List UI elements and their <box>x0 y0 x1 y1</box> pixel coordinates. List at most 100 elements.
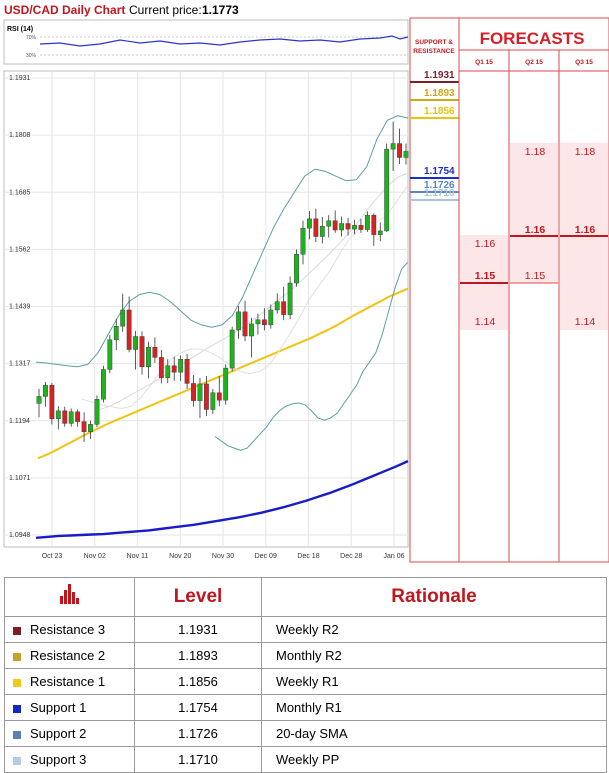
candle-body <box>133 336 138 350</box>
candle-body <box>371 214 377 235</box>
candle-body <box>100 369 106 400</box>
q1-high: 1.16 <box>475 238 496 250</box>
candle <box>377 222 383 242</box>
candle-body <box>364 214 370 230</box>
sr-level: 1.1931 <box>410 70 459 83</box>
q1-low: 1.14 <box>475 316 496 328</box>
indicator-lines <box>35 115 409 539</box>
candle-body <box>345 223 351 230</box>
level-rationale: Weekly R1 <box>261 668 607 695</box>
level-color-swatch <box>13 678 21 687</box>
y-axis-labels: 1.1931 1.1808 1.1685 1.1562 1.1439 1.1317 1.11… <box>9 75 31 539</box>
sr-level-value: 1.1931 <box>424 70 455 81</box>
candle <box>152 337 158 363</box>
candle-body <box>68 411 74 424</box>
candle-body <box>352 225 357 230</box>
candle-body <box>36 396 42 404</box>
bar-chart-icon <box>58 584 82 604</box>
level-name-cell: Resistance 2 <box>4 642 135 669</box>
level-name: Resistance 3 <box>30 622 106 637</box>
candle <box>178 355 184 382</box>
candle-body <box>216 392 222 401</box>
candle-body <box>307 218 312 229</box>
rsi-30-label: 30% <box>26 53 37 59</box>
table-row: Support 2 1.1726 20-day SMA <box>4 720 607 747</box>
candle-body <box>126 309 132 350</box>
candle <box>294 249 299 287</box>
price-panel <box>3 70 409 548</box>
candle <box>255 313 261 335</box>
q3-mid: 1.16 <box>575 224 596 236</box>
sr-level-value: 1.1754 <box>424 166 455 177</box>
series-sma200 <box>35 460 409 539</box>
candle <box>281 286 287 321</box>
y-tick-label: 1.1194 <box>9 418 30 425</box>
candle-body <box>94 399 100 425</box>
candle <box>81 412 87 443</box>
level-color-swatch <box>13 730 21 739</box>
candle <box>397 128 402 165</box>
y-tick-label: 1.1931 <box>9 75 31 82</box>
candle <box>204 376 209 416</box>
candle <box>287 276 293 320</box>
sr-level: 1.1893 <box>410 88 459 101</box>
candle <box>100 365 106 403</box>
candle-body <box>75 411 81 422</box>
table-row: Support 1 1.1754 Monthly R1 <box>4 694 607 721</box>
level-color-swatch <box>13 652 21 661</box>
q2-forecast-range <box>510 143 558 283</box>
candle <box>49 382 55 425</box>
candle-body <box>197 383 203 401</box>
candle-body <box>326 220 332 227</box>
candle-body <box>403 151 409 158</box>
candle <box>371 213 377 246</box>
candle <box>390 121 396 171</box>
q3-high: 1.18 <box>575 146 596 158</box>
table-row: Resistance 3 1.1931 Weekly R2 <box>4 616 607 643</box>
candle <box>352 219 357 235</box>
candle <box>313 208 319 243</box>
level-name-cell: Support 3 <box>4 746 135 773</box>
sr-header-1: SUPPORT & <box>415 39 453 46</box>
header-rationale: Rationale <box>261 577 607 617</box>
rsi-panel <box>3 19 409 65</box>
candle-body <box>397 143 402 158</box>
level-value: 1.1710 <box>134 746 262 773</box>
candle <box>274 293 280 314</box>
levels-table-body: Resistance 3 1.1931 Weekly R2 Resistance 2 1… <box>4 616 607 773</box>
forecast-title: FORECASTS <box>480 29 585 48</box>
candle <box>184 353 190 390</box>
candle-body <box>332 220 338 231</box>
candle <box>249 317 254 358</box>
header-icon-cell <box>4 577 135 617</box>
candle <box>403 143 409 165</box>
header-level: Level <box>134 577 262 617</box>
x-axis-labels: Oct 23 Nov 02 Nov 11 Nov 20 Nov 30 Dec 09 Dec … <box>42 553 405 560</box>
candle-body <box>152 346 158 358</box>
x-tick-label: Jan 06 <box>383 553 404 560</box>
y-tick-label: 1.1562 <box>9 246 31 253</box>
level-color-swatch <box>13 704 21 713</box>
price-label: Current price: <box>129 3 202 17</box>
candle-body <box>236 311 241 331</box>
candle-body <box>62 410 68 424</box>
level-value: 1.1893 <box>134 642 262 669</box>
candle-body <box>81 421 87 432</box>
candle <box>133 330 138 370</box>
x-tick-label: Nov 20 <box>169 553 191 560</box>
rsi-line <box>39 35 409 47</box>
candle <box>364 211 370 232</box>
candle <box>236 306 241 339</box>
y-tick-label: 1.1685 <box>9 189 31 196</box>
candle <box>171 356 177 381</box>
sr-level-value: 1.1710 <box>424 188 455 199</box>
candle <box>261 308 267 331</box>
candle-body <box>55 410 61 419</box>
candle-body <box>274 301 280 311</box>
level-rationale: 20-day SMA <box>261 720 607 747</box>
candle-body <box>268 309 274 326</box>
table-row: Resistance 2 1.1893 Monthly R2 <box>4 642 607 669</box>
level-value: 1.1931 <box>134 616 262 643</box>
candle-body <box>358 225 364 230</box>
candle <box>242 300 248 342</box>
